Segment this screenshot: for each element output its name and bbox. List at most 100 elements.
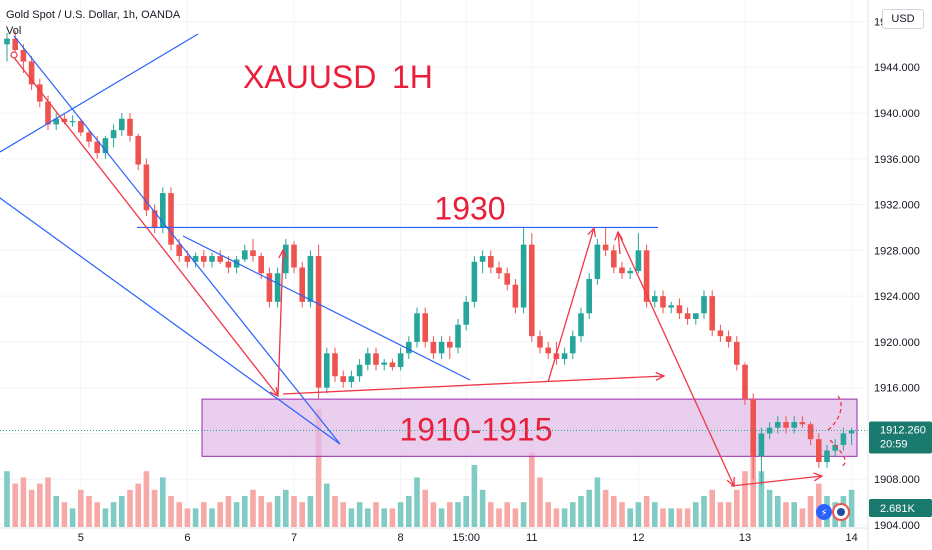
volume-bar: [324, 483, 330, 527]
volume-tag-box: [869, 499, 932, 517]
volume-bar: [406, 496, 412, 527]
volume-bar: [217, 502, 223, 527]
volume-bar: [709, 489, 715, 527]
candle-body: [766, 427, 773, 434]
time-tick-label: 5: [78, 532, 84, 544]
currency-button[interactable]: USD: [882, 9, 924, 29]
drawings: 1930 XAUUSD 1H: [0, 33, 868, 488]
volume-bar: [799, 508, 806, 527]
candle-body: [840, 433, 847, 445]
candle-body: [512, 284, 519, 308]
candle-body: [676, 305, 683, 314]
arrow-up-1: [277, 249, 284, 397]
volume-bar: [242, 496, 248, 527]
candle-body: [709, 296, 715, 331]
candle-body: [110, 130, 117, 139]
volume-bar: [37, 483, 43, 527]
volume-bar: [668, 508, 674, 527]
volume-bar: [635, 502, 642, 527]
candle-body: [381, 362, 387, 365]
volume-bar: [28, 489, 35, 527]
lightning-icon[interactable]: [816, 504, 832, 520]
arrow-up-2: [547, 227, 595, 383]
volume-bar: [20, 477, 27, 527]
volume-label: Vol: [6, 25, 22, 37]
candle-body: [274, 273, 281, 302]
axis-tags: 1912.260 20:59 2.681K ⚡: [816, 421, 932, 521]
volume-bar: [283, 489, 289, 527]
candle-body: [520, 244, 527, 308]
candle-body: [143, 164, 150, 211]
candle-body: [365, 353, 371, 365]
volume-bar: [151, 489, 158, 527]
volume-bar: [660, 508, 666, 527]
volume-bar: [848, 489, 855, 527]
candle-body: [537, 336, 543, 348]
price-tag-countdown: 20:59: [880, 438, 908, 450]
volume-bar: [69, 508, 76, 527]
arrow-support-1: [282, 375, 665, 395]
volume-bar: [168, 496, 174, 527]
volume-bar: [619, 502, 625, 527]
candle-body: [848, 430, 855, 434]
price-tick-label: 1936.000: [874, 154, 920, 166]
candle-body: [176, 244, 182, 257]
volume-bar: [291, 496, 297, 527]
volume-bar: [86, 496, 92, 527]
volume-bar: [611, 496, 617, 527]
volume-bar: [356, 502, 363, 527]
volume-bar: [816, 483, 822, 527]
candle-body: [69, 121, 76, 123]
volume-bar: [307, 496, 314, 527]
volume-bar: [455, 502, 461, 527]
candle-body: [315, 256, 322, 388]
volume-bar: [512, 508, 519, 527]
volume-bar: [807, 496, 814, 527]
candle-body: [135, 135, 141, 165]
symbol-header[interactable]: Gold Spot / U.S. Dollar, 1h, OANDA: [6, 9, 181, 21]
volume-bar: [652, 502, 658, 527]
volume-bar: [504, 502, 510, 527]
volume-bar: [529, 452, 535, 527]
volume-bar: [78, 489, 84, 527]
candle-body: [529, 244, 535, 337]
candle-body: [488, 256, 494, 268]
channel-mid-line: [182, 235, 471, 381]
price-tick-label: 1944.000: [874, 62, 920, 74]
volume-bar: [348, 508, 355, 527]
volume-bar: [110, 502, 117, 527]
volume-bar: [701, 496, 707, 527]
volume-bar: [258, 496, 264, 527]
trend-line-up: [0, 33, 199, 153]
time-tick-label: 14: [845, 532, 857, 544]
price-tick-label: 1928.000: [874, 245, 920, 257]
time-tick-label: 13: [739, 532, 751, 544]
candle-body: [619, 267, 625, 274]
volume-bar: [143, 471, 150, 527]
arrow-down-2: [617, 231, 735, 487]
candle-body: [660, 296, 666, 308]
volume-bar: [545, 502, 551, 527]
volume-bar: [53, 496, 59, 527]
candle-body: [299, 267, 305, 302]
volume-bar: [463, 496, 469, 527]
candle-body: [758, 433, 765, 457]
candle-body: [102, 138, 109, 154]
candle-body: [250, 250, 256, 257]
candle-body: [422, 313, 428, 342]
price-tick-label: 1908.000: [874, 474, 920, 486]
candle-body: [12, 38, 18, 51]
volume-bar: [725, 502, 732, 527]
volume-bar: [553, 508, 560, 527]
candle-body: [693, 313, 699, 319]
candle-body: [332, 353, 338, 377]
candle-body: [209, 256, 215, 262]
volume-bar: [766, 489, 773, 527]
volume-bar: [578, 496, 584, 527]
volume-bar: [274, 496, 281, 527]
candle-body: [635, 250, 642, 271]
candle-body: [28, 61, 35, 85]
candle-body: [266, 273, 273, 302]
volume-bar: [61, 502, 68, 527]
